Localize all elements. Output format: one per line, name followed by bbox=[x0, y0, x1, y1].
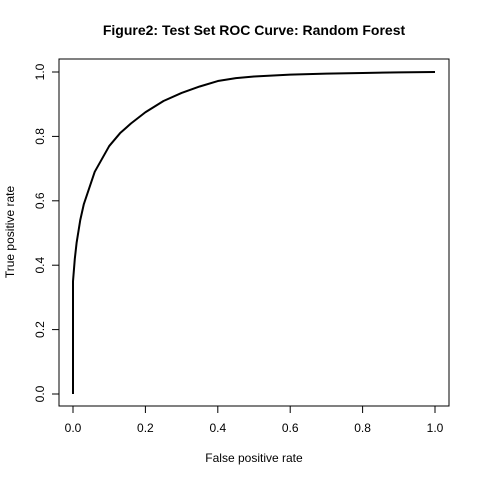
x-tick-label: 0.2 bbox=[137, 421, 154, 435]
x-axis: 0.0 0.2 0.4 0.6 0.8 1.0 bbox=[65, 405, 444, 435]
y-tick-label: 0.8 bbox=[33, 128, 47, 145]
x-axis-title: False positive rate bbox=[205, 451, 303, 465]
x-tick-label: 0.4 bbox=[209, 421, 226, 435]
y-tick-label: 0.0 bbox=[33, 385, 47, 402]
y-tick-label: 0.6 bbox=[33, 192, 47, 209]
x-tick-label: 1.0 bbox=[427, 421, 444, 435]
y-axis-title: True positive rate bbox=[3, 186, 17, 279]
y-axis: 0.0 0.2 0.4 0.6 0.8 1.0 bbox=[33, 63, 60, 402]
x-tick-label: 0.0 bbox=[65, 421, 82, 435]
roc-curve-line bbox=[72, 71, 436, 394]
chart-title: Figure2: Test Set ROC Curve: Random Fore… bbox=[103, 22, 406, 38]
y-tick-label: 0.4 bbox=[33, 257, 47, 274]
series-layer bbox=[72, 71, 436, 394]
x-tick-label: 0.8 bbox=[354, 421, 371, 435]
x-tick-label: 0.6 bbox=[282, 421, 299, 435]
y-tick-label: 1.0 bbox=[33, 63, 47, 80]
y-tick-label: 0.2 bbox=[33, 321, 47, 338]
